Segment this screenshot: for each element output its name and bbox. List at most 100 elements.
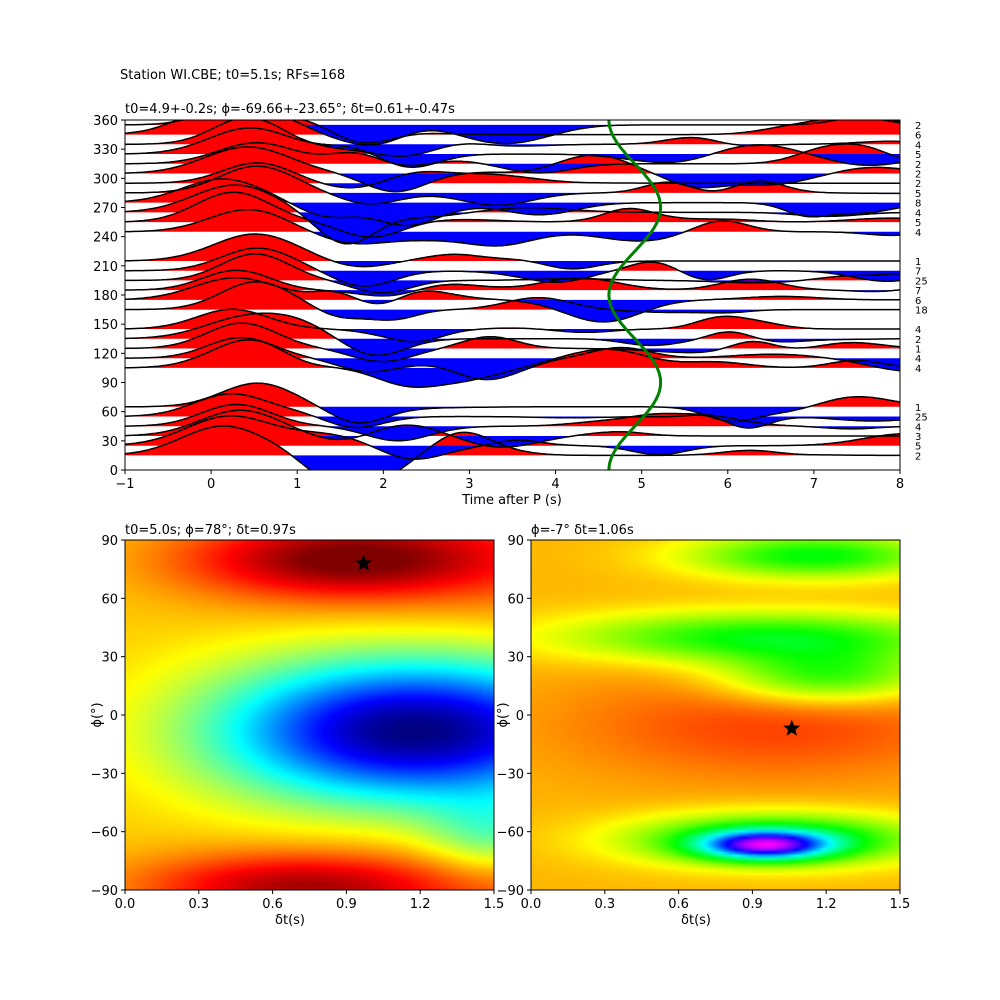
y-tick-label: 60 [507, 592, 524, 607]
trace-count-label: 1 [915, 344, 921, 355]
rf-trace-line [125, 409, 900, 448]
rf-traces [125, 120, 900, 470]
heatmap-right-x-ticks: 0.0 0.3 0.6 0.9 1.2 1.5 [521, 890, 911, 912]
trace-count-label: 4 [915, 422, 921, 433]
trace-count-label: 4 [915, 140, 921, 151]
y-tick-label: 180 [93, 289, 118, 304]
rf-y-ticks: 0 30 60 90 120 150 180 210 240 270 300 330 360 [93, 114, 125, 479]
trace-count-label: 2 [915, 179, 921, 190]
rf-negative-fill [125, 231, 900, 246]
rf-x-ticks: −1 0 1 2 3 4 5 6 7 8 [115, 470, 904, 492]
y-tick-label: −90 [91, 884, 118, 899]
heatmap-right-title: ϕ=-7° δt=1.06s [531, 523, 634, 538]
rf-x-label: Time after P (s) [461, 493, 562, 508]
rf-trace-line [125, 393, 900, 429]
x-tick-label: 5 [638, 477, 646, 492]
rf-bands [125, 120, 900, 470]
trace-count-label: 2 [915, 451, 921, 462]
x-tick-label: 7 [810, 477, 818, 492]
rf-trace-line [125, 415, 900, 460]
x-tick-label: 3 [465, 477, 473, 492]
y-tick-label: 30 [101, 435, 118, 450]
heatmap-right-panel: ϕ=-7° δt=1.06s 0.0 0.3 0.6 0.9 1.2 1.5 −90 −60… [496, 523, 910, 928]
rf-trace-line [125, 165, 900, 207]
trace-count-label: 3 [915, 432, 921, 443]
y-tick-label: 30 [101, 651, 118, 666]
rf-panel: t0=4.9+-0.2s; ϕ=-69.66+-23.65°; δt=0.61+… [93, 102, 928, 508]
trace-count-label: 7 [915, 286, 921, 297]
x-tick-label: 0.9 [336, 897, 357, 912]
y-tick-label: 60 [101, 406, 118, 421]
y-tick-label: 150 [93, 318, 118, 333]
x-tick-label: 0.3 [594, 897, 615, 912]
x-tick-label: 0.9 [742, 897, 763, 912]
y-tick-label: 60 [101, 592, 118, 607]
trace-count-label: 1 [915, 403, 921, 414]
rf-positive-fill [125, 277, 900, 300]
heatmap-left-panel: t0=5.0s; ϕ=78°; δt=0.97s 0.0 0.3 0.6 0.9 1.2… [90, 523, 504, 928]
y-tick-label: −90 [497, 884, 524, 899]
rf-trace-line [125, 425, 900, 470]
rf-negative-fill [125, 358, 900, 380]
y-tick-label: 90 [101, 377, 118, 392]
rf-panel-title: t0=4.9+-0.2s; ϕ=-69.66+-23.65°; δt=0.61+… [125, 102, 455, 117]
rf-trace-line [125, 382, 900, 424]
heatmap-left-x-label: δt(s) [275, 913, 305, 928]
trace-count-label: 4 [915, 325, 921, 336]
x-tick-label: 1.5 [890, 897, 911, 912]
rf-negative-fill [125, 406, 900, 423]
rf-trace-line [125, 277, 900, 323]
y-tick-label: −30 [91, 767, 118, 782]
y-tick-label: −30 [497, 767, 524, 782]
heatmap-right-y-ticks: −90 −60 −30 0 30 60 90 [497, 534, 531, 899]
heatmap-right-y-label: ϕ(°) [496, 702, 511, 727]
trace-count-label: 25 [915, 413, 928, 424]
rf-positive-fill [125, 270, 900, 291]
rf-trace-line [125, 253, 900, 294]
rf-trace-line [125, 120, 900, 144]
rf-negative-fill [125, 435, 900, 448]
rf-positive-fill [125, 393, 900, 417]
rf-positive-fill [125, 415, 900, 446]
trace-count-label: 6 [915, 296, 921, 307]
trace-count-label: 2 [915, 160, 921, 171]
rf-negative-fill [125, 455, 900, 470]
rf-positive-fill [125, 383, 900, 407]
y-tick-label: 0 [110, 709, 118, 724]
rf-trace-line [125, 308, 900, 343]
rf-trace-line [125, 191, 900, 238]
predicted-time-curve [607, 120, 663, 470]
x-tick-label: 8 [896, 477, 904, 492]
x-tick-label: 0.0 [115, 897, 136, 912]
heatmap-left-x-ticks: 0.0 0.3 0.6 0.9 1.2 1.5 [115, 890, 504, 912]
rf-positive-fill [125, 192, 900, 223]
rf-trace-line [125, 339, 900, 388]
heatmap-left-y-label: ϕ(°) [90, 702, 105, 727]
rf-trace-line [125, 403, 900, 442]
y-tick-label: 90 [507, 534, 524, 549]
rf-trace-line [125, 178, 900, 227]
rf-negative-fill [125, 202, 900, 226]
x-tick-label: 0.6 [668, 897, 689, 912]
rf-trace-line [125, 247, 900, 287]
x-tick-label: 4 [551, 477, 559, 492]
heatmap-left-image [125, 540, 494, 890]
x-tick-label: 2 [379, 477, 387, 492]
rf-positive-fill [125, 234, 900, 261]
rf-trace-line [125, 120, 900, 146]
rf-negative-fill [125, 192, 900, 206]
x-tick-label: 0.3 [188, 897, 209, 912]
trace-count-label: 5 [915, 189, 921, 200]
trace-count-label: 25 [915, 276, 928, 287]
rf-trace-line [125, 322, 900, 363]
figure-suptitle: Station WI.CBE; t0=5.1s; RFs=168 [120, 68, 345, 83]
trace-count-label: 5 [915, 218, 921, 229]
y-tick-label: 210 [93, 260, 118, 275]
trace-count-label: 8 [915, 199, 921, 210]
trace-count-label: 4 [915, 228, 921, 239]
rf-trace-line [125, 162, 900, 189]
x-tick-label: 0.0 [521, 897, 542, 912]
trace-count-label: 1 [915, 257, 921, 268]
y-tick-label: 300 [93, 172, 118, 187]
